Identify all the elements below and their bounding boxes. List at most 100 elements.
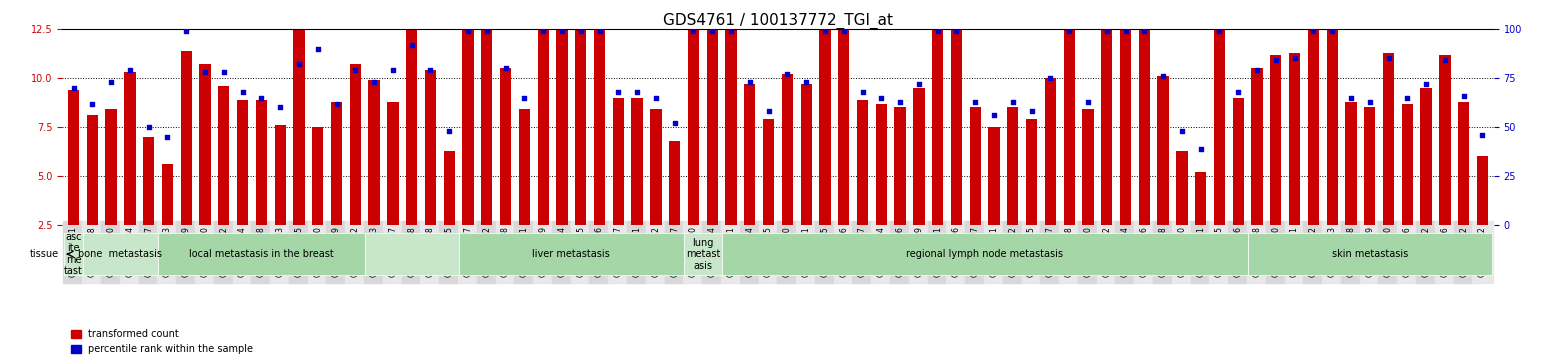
Point xyxy=(1170,128,1195,134)
Point xyxy=(230,89,255,95)
Bar xyxy=(1327,29,1338,274)
Bar xyxy=(443,151,454,274)
FancyBboxPatch shape xyxy=(1248,233,1492,275)
Point xyxy=(137,124,162,130)
Point xyxy=(1207,28,1232,34)
Bar xyxy=(988,127,999,274)
Text: asc
ite
me
tast: asc ite me tast xyxy=(64,232,82,277)
Point xyxy=(663,120,688,126)
Point xyxy=(794,79,818,85)
Point xyxy=(868,95,893,101)
Bar xyxy=(313,127,324,274)
Bar xyxy=(1064,29,1075,274)
Text: skin metastasis: skin metastasis xyxy=(1332,249,1408,259)
Text: bone  metastasis: bone metastasis xyxy=(78,249,162,259)
Point xyxy=(437,128,462,134)
Bar xyxy=(162,164,173,274)
Point xyxy=(605,89,630,95)
Point xyxy=(1057,28,1081,34)
Bar xyxy=(369,80,380,274)
Point xyxy=(568,28,593,34)
Point xyxy=(475,28,499,34)
Bar xyxy=(839,29,850,274)
Point xyxy=(361,79,386,85)
Point xyxy=(512,95,537,101)
Bar xyxy=(1007,107,1019,274)
Point xyxy=(1452,93,1477,99)
Point xyxy=(268,105,293,110)
Bar xyxy=(1307,29,1319,274)
Bar xyxy=(669,141,680,274)
Bar xyxy=(1120,29,1131,274)
Point xyxy=(738,79,762,85)
Point xyxy=(812,28,837,34)
Point xyxy=(400,42,425,48)
Bar xyxy=(913,88,924,274)
Point xyxy=(682,28,706,34)
Point xyxy=(1094,28,1119,34)
Point xyxy=(1075,99,1100,105)
Bar xyxy=(1139,29,1150,274)
Bar xyxy=(1421,88,1432,274)
Text: lung
metast
asis: lung metast asis xyxy=(686,237,720,271)
Text: local metastasis in the breast: local metastasis in the breast xyxy=(188,249,333,259)
Point xyxy=(1019,109,1044,114)
Bar xyxy=(1251,68,1262,274)
Point xyxy=(193,69,218,75)
Point xyxy=(174,28,199,34)
Bar xyxy=(632,98,643,274)
Point xyxy=(587,28,612,34)
Legend: transformed count, percentile rank within the sample: transformed count, percentile rank withi… xyxy=(67,326,257,358)
Point xyxy=(1319,28,1344,34)
Bar xyxy=(613,98,624,274)
Bar xyxy=(1365,107,1376,274)
Bar xyxy=(1288,53,1301,274)
Bar xyxy=(68,90,79,274)
Bar xyxy=(331,102,342,274)
Bar xyxy=(1083,109,1094,274)
Point xyxy=(907,81,932,87)
Point xyxy=(644,95,669,101)
FancyBboxPatch shape xyxy=(722,233,1248,275)
FancyBboxPatch shape xyxy=(685,233,722,275)
Point xyxy=(380,67,405,73)
Bar xyxy=(781,74,794,274)
Point xyxy=(1113,28,1137,34)
Bar xyxy=(87,115,98,274)
Point xyxy=(1001,99,1025,105)
Bar xyxy=(876,103,887,274)
Bar xyxy=(1439,54,1450,274)
Bar xyxy=(1025,119,1038,274)
Point xyxy=(1338,95,1363,101)
Bar xyxy=(1044,78,1057,274)
Bar xyxy=(706,29,717,274)
Point xyxy=(419,67,443,73)
Bar xyxy=(932,29,943,274)
Point xyxy=(1263,57,1288,63)
Bar xyxy=(1270,54,1282,274)
Bar xyxy=(199,64,210,274)
Bar xyxy=(406,29,417,274)
FancyBboxPatch shape xyxy=(459,233,685,275)
Bar xyxy=(857,99,868,274)
Point xyxy=(493,65,518,71)
Point xyxy=(1414,81,1439,87)
Bar xyxy=(1232,98,1243,274)
Bar xyxy=(499,68,512,274)
Point xyxy=(324,101,349,106)
Text: tissue: tissue xyxy=(30,249,59,259)
Point xyxy=(1394,95,1419,101)
Point xyxy=(1433,57,1458,63)
Point xyxy=(117,67,142,73)
Point xyxy=(850,89,874,95)
FancyBboxPatch shape xyxy=(364,233,459,275)
Bar xyxy=(1195,172,1206,274)
Bar xyxy=(180,50,191,274)
Bar xyxy=(1383,53,1394,274)
Point xyxy=(1226,89,1251,95)
Point xyxy=(1038,75,1063,81)
Bar xyxy=(576,29,587,274)
Bar xyxy=(350,64,361,274)
Bar xyxy=(725,29,736,274)
Point xyxy=(719,28,744,34)
